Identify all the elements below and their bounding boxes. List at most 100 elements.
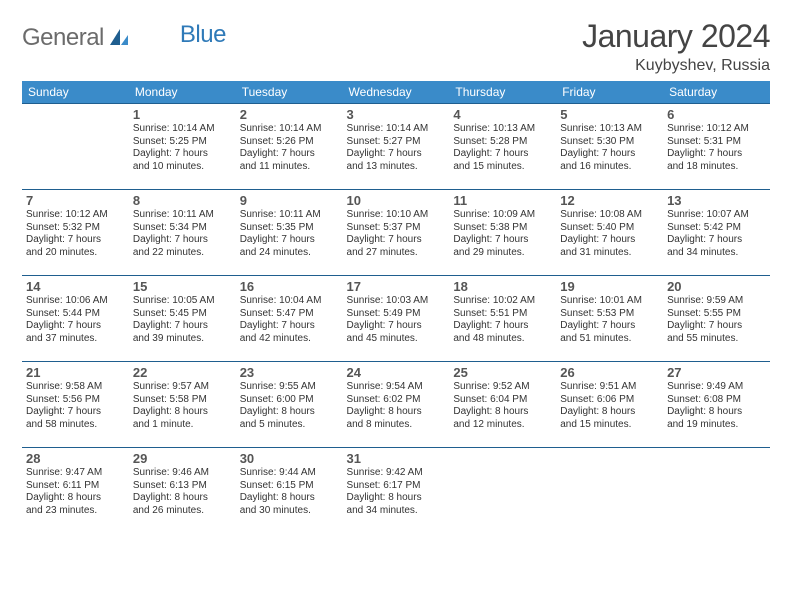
- daylight2-line: and 15 minutes.: [560, 419, 659, 432]
- daylight2-line: and 30 minutes.: [240, 505, 339, 518]
- day-number: 2: [240, 107, 339, 122]
- logo-text-blue: Blue: [180, 21, 226, 49]
- day-number: 26: [560, 365, 659, 380]
- daylight2-line: and 20 minutes.: [26, 247, 125, 260]
- daylight1-line: Daylight: 7 hours: [26, 406, 125, 419]
- sunrise-line: Sunrise: 9:49 AM: [667, 381, 766, 394]
- daylight2-line: and 24 minutes.: [240, 247, 339, 260]
- day-details: Sunrise: 10:14 AMSunset: 5:27 PMDaylight…: [347, 123, 446, 173]
- day-details: Sunrise: 9:52 AMSunset: 6:04 PMDaylight:…: [453, 381, 552, 431]
- day-cell: [449, 448, 556, 534]
- daylight1-line: Daylight: 7 hours: [240, 148, 339, 161]
- day-details: Sunrise: 9:42 AMSunset: 6:17 PMDaylight:…: [347, 467, 446, 517]
- day-number: 4: [453, 107, 552, 122]
- day-cell: 6Sunrise: 10:12 AMSunset: 5:31 PMDayligh…: [663, 104, 770, 190]
- daylight2-line: and 55 minutes.: [667, 333, 766, 346]
- day-details: Sunrise: 10:02 AMSunset: 5:51 PMDaylight…: [453, 295, 552, 345]
- day-details: Sunrise: 10:12 AMSunset: 5:31 PMDaylight…: [667, 123, 766, 173]
- day-cell: 1Sunrise: 10:14 AMSunset: 5:25 PMDayligh…: [129, 104, 236, 190]
- calendar-table: Sunday Monday Tuesday Wednesday Thursday…: [22, 81, 770, 534]
- daylight2-line: and 15 minutes.: [453, 161, 552, 174]
- sunrise-line: Sunrise: 9:52 AM: [453, 381, 552, 394]
- daylight2-line: and 51 minutes.: [560, 333, 659, 346]
- daylight2-line: and 1 minute.: [133, 419, 232, 432]
- day-cell: 29Sunrise: 9:46 AMSunset: 6:13 PMDayligh…: [129, 448, 236, 534]
- daylight1-line: Daylight: 7 hours: [347, 148, 446, 161]
- sunrise-line: Sunrise: 10:14 AM: [240, 123, 339, 136]
- day-number: 7: [26, 193, 125, 208]
- daylight1-line: Daylight: 7 hours: [26, 320, 125, 333]
- daylight1-line: Daylight: 7 hours: [133, 234, 232, 247]
- daylight1-line: Daylight: 7 hours: [667, 234, 766, 247]
- weekday-header: Sunday: [22, 81, 129, 104]
- day-cell: 16Sunrise: 10:04 AMSunset: 5:47 PMDaylig…: [236, 276, 343, 362]
- week-row: 1Sunrise: 10:14 AMSunset: 5:25 PMDayligh…: [22, 104, 770, 190]
- sunset-line: Sunset: 5:26 PM: [240, 136, 339, 149]
- day-cell: 31Sunrise: 9:42 AMSunset: 6:17 PMDayligh…: [343, 448, 450, 534]
- day-number: 29: [133, 451, 232, 466]
- daylight1-line: Daylight: 8 hours: [347, 406, 446, 419]
- day-number: 21: [26, 365, 125, 380]
- sunrise-line: Sunrise: 10:07 AM: [667, 209, 766, 222]
- day-details: Sunrise: 9:44 AMSunset: 6:15 PMDaylight:…: [240, 467, 339, 517]
- day-cell: 12Sunrise: 10:08 AMSunset: 5:40 PMDaylig…: [556, 190, 663, 276]
- sunset-line: Sunset: 5:58 PM: [133, 394, 232, 407]
- sunrise-line: Sunrise: 9:44 AM: [240, 467, 339, 480]
- sunset-line: Sunset: 5:28 PM: [453, 136, 552, 149]
- sunset-line: Sunset: 5:27 PM: [347, 136, 446, 149]
- day-number: 13: [667, 193, 766, 208]
- sunrise-line: Sunrise: 10:14 AM: [133, 123, 232, 136]
- sunset-line: Sunset: 5:55 PM: [667, 308, 766, 321]
- sunrise-line: Sunrise: 10:01 AM: [560, 295, 659, 308]
- sunrise-line: Sunrise: 10:12 AM: [26, 209, 125, 222]
- day-details: Sunrise: 10:06 AMSunset: 5:44 PMDaylight…: [26, 295, 125, 345]
- day-details: Sunrise: 9:55 AMSunset: 6:00 PMDaylight:…: [240, 381, 339, 431]
- daylight2-line: and 13 minutes.: [347, 161, 446, 174]
- sunrise-line: Sunrise: 9:55 AM: [240, 381, 339, 394]
- sunrise-line: Sunrise: 9:42 AM: [347, 467, 446, 480]
- daylight2-line: and 37 minutes.: [26, 333, 125, 346]
- daylight1-line: Daylight: 7 hours: [560, 320, 659, 333]
- day-number: 28: [26, 451, 125, 466]
- daylight1-line: Daylight: 8 hours: [240, 406, 339, 419]
- day-number: 24: [347, 365, 446, 380]
- day-number: 9: [240, 193, 339, 208]
- daylight1-line: Daylight: 7 hours: [667, 148, 766, 161]
- day-details: Sunrise: 10:12 AMSunset: 5:32 PMDaylight…: [26, 209, 125, 259]
- daylight1-line: Daylight: 7 hours: [667, 320, 766, 333]
- sunrise-line: Sunrise: 10:10 AM: [347, 209, 446, 222]
- sunrise-line: Sunrise: 10:12 AM: [667, 123, 766, 136]
- sunrise-line: Sunrise: 9:51 AM: [560, 381, 659, 394]
- day-cell: 23Sunrise: 9:55 AMSunset: 6:00 PMDayligh…: [236, 362, 343, 448]
- day-details: Sunrise: 10:14 AMSunset: 5:26 PMDaylight…: [240, 123, 339, 173]
- day-number: 30: [240, 451, 339, 466]
- week-row: 28Sunrise: 9:47 AMSunset: 6:11 PMDayligh…: [22, 448, 770, 534]
- sunrise-line: Sunrise: 10:06 AM: [26, 295, 125, 308]
- sunset-line: Sunset: 5:30 PM: [560, 136, 659, 149]
- day-cell: 5Sunrise: 10:13 AMSunset: 5:30 PMDayligh…: [556, 104, 663, 190]
- sunset-line: Sunset: 6:15 PM: [240, 480, 339, 493]
- sunrise-line: Sunrise: 10:02 AM: [453, 295, 552, 308]
- day-number: 17: [347, 279, 446, 294]
- day-cell: 18Sunrise: 10:02 AMSunset: 5:51 PMDaylig…: [449, 276, 556, 362]
- daylight1-line: Daylight: 8 hours: [347, 492, 446, 505]
- day-details: Sunrise: 10:14 AMSunset: 5:25 PMDaylight…: [133, 123, 232, 173]
- daylight2-line: and 45 minutes.: [347, 333, 446, 346]
- sunrise-line: Sunrise: 10:04 AM: [240, 295, 339, 308]
- daylight1-line: Daylight: 7 hours: [26, 234, 125, 247]
- daylight1-line: Daylight: 7 hours: [347, 234, 446, 247]
- daylight1-line: Daylight: 8 hours: [667, 406, 766, 419]
- day-number: 11: [453, 193, 552, 208]
- day-details: Sunrise: 10:04 AMSunset: 5:47 PMDaylight…: [240, 295, 339, 345]
- header: General Blue January 2024 Kuybyshev, Rus…: [22, 18, 770, 75]
- sunset-line: Sunset: 6:00 PM: [240, 394, 339, 407]
- day-number: 25: [453, 365, 552, 380]
- sunset-line: Sunset: 6:06 PM: [560, 394, 659, 407]
- day-cell: 13Sunrise: 10:07 AMSunset: 5:42 PMDaylig…: [663, 190, 770, 276]
- sunset-line: Sunset: 6:17 PM: [347, 480, 446, 493]
- daylight2-line: and 19 minutes.: [667, 419, 766, 432]
- daylight2-line: and 16 minutes.: [560, 161, 659, 174]
- day-details: Sunrise: 10:01 AMSunset: 5:53 PMDaylight…: [560, 295, 659, 345]
- sunset-line: Sunset: 6:08 PM: [667, 394, 766, 407]
- daylight1-line: Daylight: 7 hours: [240, 320, 339, 333]
